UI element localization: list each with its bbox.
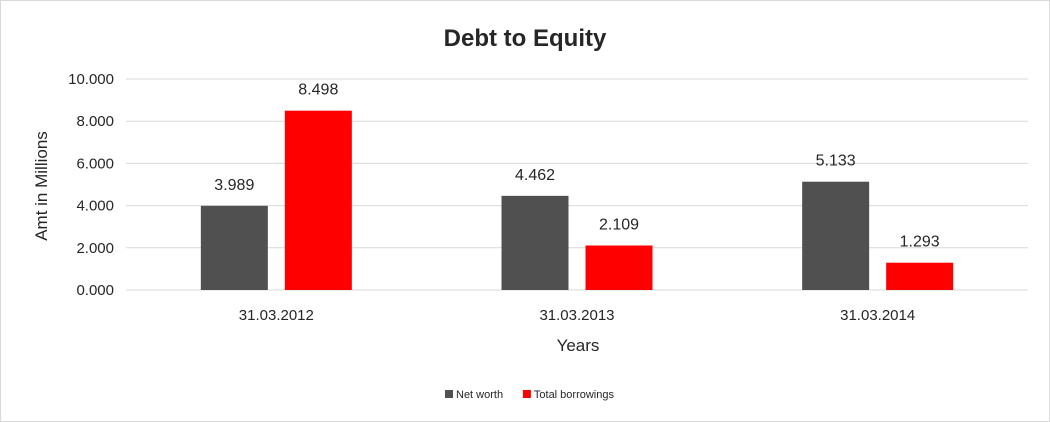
bar	[284, 110, 352, 290]
x-axis-ticks: 31.03.2012 31.03.2013 31.03.2014	[239, 307, 915, 324]
y-axis-title: Amt in Millions	[32, 131, 51, 241]
bar	[802, 181, 870, 290]
bar	[200, 205, 268, 290]
bar	[501, 195, 569, 290]
data-label: 5.133	[816, 153, 856, 170]
data-label: 1.293	[900, 234, 940, 251]
x-tick-label: 31.03.2012	[239, 307, 314, 324]
x-tick-label: 31.03.2014	[840, 307, 915, 324]
legend-swatch	[522, 390, 531, 398]
y-axis-ticks: 0.000 2.000 4.000 6.000 8.000 10.000	[68, 71, 114, 299]
bars	[200, 110, 954, 290]
y-tick-label: 2.000	[76, 240, 114, 257]
legend-label: Total borrowings	[534, 389, 615, 401]
bar	[585, 245, 653, 290]
data-label: 8.498	[298, 82, 338, 99]
legend-item: Net worth	[445, 389, 503, 401]
gridlines	[126, 78, 1028, 291]
x-tick-label: 31.03.2013	[539, 307, 614, 324]
x-axis-title: Years	[557, 336, 600, 355]
data-label: 4.462	[515, 167, 555, 184]
chart-title: Debt to Equity	[444, 25, 607, 52]
y-tick-label: 10.000	[68, 71, 114, 88]
y-tick-label: 6.000	[76, 155, 114, 172]
y-tick-label: 0.000	[76, 282, 114, 299]
y-tick-label: 4.000	[76, 198, 114, 215]
legend-item: Total borrowings	[522, 389, 615, 401]
legend-label: Net worth	[456, 389, 503, 401]
legend: Net worth Total borrowings	[445, 389, 614, 401]
data-label: 3.989	[214, 177, 254, 194]
y-tick-label: 8.000	[76, 113, 114, 130]
legend-swatch	[445, 390, 453, 398]
bar	[886, 262, 954, 290]
data-labels: 3.989 8.498 4.462 2.109 5.133 1.293	[214, 82, 939, 251]
data-label: 2.109	[599, 217, 639, 234]
